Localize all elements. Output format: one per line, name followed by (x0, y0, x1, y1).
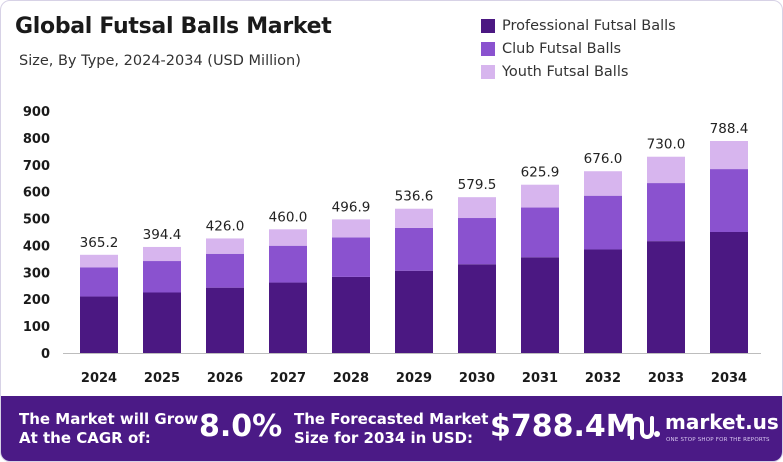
total-value-label: 676.0 (584, 151, 623, 167)
y-tick-label: 800 (23, 132, 50, 147)
bar-segment-professional (395, 270, 433, 353)
bar-segment-club (332, 237, 370, 277)
bar-segment-professional (710, 232, 748, 353)
bar-segment-youth (206, 238, 244, 254)
bar-segment-professional (647, 241, 685, 353)
cagr-caption-line2: At the CAGR of: (19, 429, 151, 447)
legend-item-youth: Youth Futsal Balls (481, 60, 676, 83)
bar-segment-club (206, 253, 244, 288)
brand-name: market.us (665, 410, 779, 434)
chart-title: Global Futsal Balls Market (15, 14, 332, 39)
total-value-label: 788.4 (710, 121, 749, 137)
legend-item-club: Club Futsal Balls (481, 37, 676, 60)
bar-segment-youth (584, 171, 622, 196)
cagr-caption-line1: The Market will Grow (19, 410, 199, 428)
market-us-logo-icon (630, 416, 660, 440)
bar-segment-club (584, 195, 622, 250)
x-tick-label: 2027 (270, 371, 306, 386)
cagr-caption: The Market will Grow At the CAGR of: (19, 410, 198, 448)
bar-segment-professional (584, 249, 622, 353)
legend-item-professional: Professional Futsal Balls (481, 14, 676, 37)
bar-segment-professional (269, 282, 307, 353)
legend: Professional Futsal Balls Club Futsal Ba… (481, 14, 676, 83)
legend-swatch-club (481, 41, 495, 56)
bar-segment-club (269, 245, 307, 283)
bar-segment-youth (395, 208, 433, 228)
y-tick-label: 500 (23, 213, 50, 228)
total-value-label: 426.0 (206, 218, 245, 234)
bar-segment-professional (458, 264, 496, 353)
x-tick-label: 2029 (396, 371, 432, 386)
bar-segment-professional (332, 276, 370, 353)
x-tick-label: 2030 (459, 371, 495, 386)
total-value-label: 365.2 (80, 235, 119, 251)
bar-segment-club (80, 267, 118, 297)
total-value-label: 579.5 (458, 177, 497, 193)
forecast-caption-line2: Size for 2034 in USD: (294, 429, 473, 447)
stacked-bar-chart: 0 100 200 300 400 500 600 700 800 900 365.2 2024 394… (23, 105, 761, 386)
x-tick-label: 2034 (711, 371, 747, 386)
y-tick-label: 900 (23, 105, 50, 120)
total-value-label: 394.4 (143, 227, 182, 243)
legend-label-club: Club Futsal Balls (502, 40, 622, 57)
y-tick-label: 300 (23, 266, 50, 281)
bar-segment-youth (269, 229, 307, 246)
total-value-label: 536.6 (395, 189, 434, 205)
x-tick-label: 2024 (81, 371, 117, 386)
total-value-label: 460.0 (269, 209, 308, 225)
forecast-value: $788.4M (490, 409, 636, 444)
bar-segment-youth (521, 184, 559, 208)
cagr-value: 8.0% (199, 409, 283, 444)
bar-segment-youth (80, 254, 118, 268)
y-tick-label: 100 (23, 320, 50, 335)
bar-segment-club (458, 218, 496, 265)
bar-segment-professional (80, 296, 118, 353)
x-tick-label: 2032 (585, 371, 621, 386)
y-tick-label: 0 (41, 347, 50, 362)
bar-segment-youth (647, 156, 685, 184)
brand-tagline: ONE STOP SHOP FOR THE REPORTS (666, 437, 770, 443)
bar-segment-club (521, 207, 559, 258)
y-tick-label: 600 (23, 186, 50, 201)
chart-subtitle: Size, By Type, 2024-2034 (USD Million) (19, 53, 301, 69)
forecast-caption-line1: The Forecasted Market (294, 410, 489, 428)
bar-segment-club (647, 183, 685, 242)
total-value-label: 625.9 (521, 165, 560, 181)
total-value-label: 730.0 (647, 137, 686, 153)
x-tick-label: 2031 (522, 371, 558, 386)
x-tick-label: 2026 (207, 371, 243, 386)
y-tick-label: 200 (23, 293, 50, 308)
legend-label-professional: Professional Futsal Balls (502, 17, 676, 34)
y-tick-label: 700 (23, 159, 50, 174)
total-value-label: 496.9 (332, 199, 371, 215)
forecast-caption: The Forecasted Market Size for 2034 in U… (294, 410, 488, 448)
footer-banner: The Market will Grow At the CAGR of: 8.0… (1, 396, 782, 461)
bar-segment-youth (710, 141, 748, 170)
legend-swatch-professional (481, 18, 495, 33)
legend-label-youth: Youth Futsal Balls (502, 63, 629, 80)
x-tick-label: 2028 (333, 371, 369, 386)
bar-segment-youth (143, 246, 181, 262)
bar-segment-club (710, 169, 748, 232)
x-tick-label: 2025 (144, 371, 180, 386)
x-tick-label: 2033 (648, 371, 684, 386)
bar-segment-club (143, 261, 181, 293)
bar-segment-youth (458, 197, 496, 219)
bar-segment-professional (206, 287, 244, 353)
bar-segment-youth (332, 219, 370, 238)
bar-segment-professional (143, 292, 181, 353)
legend-swatch-youth (481, 64, 495, 79)
bar-segment-club (395, 227, 433, 271)
bar-segment-professional (521, 257, 559, 353)
y-tick-label: 400 (23, 239, 50, 254)
